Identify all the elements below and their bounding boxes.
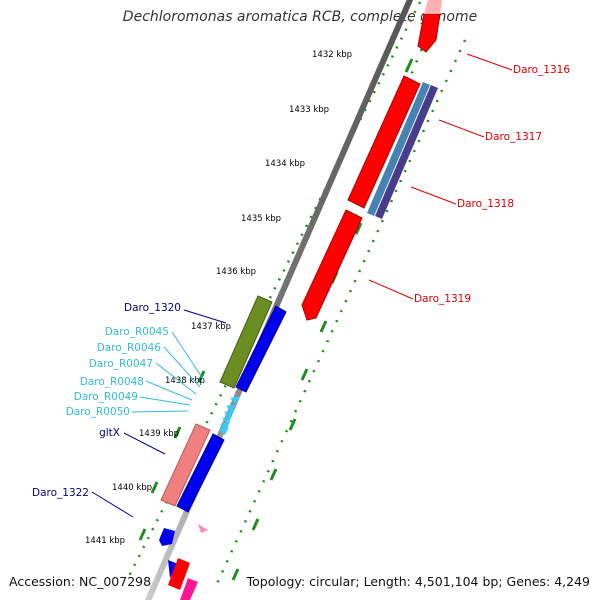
ruler-tick-label: 1441 kbp: [85, 536, 125, 546]
gene-label-daro-1316: Daro_1316: [513, 64, 570, 76]
genome-summary-text: Topology: circular; Length: 4,501,104 bp…: [246, 574, 590, 589]
ruler-labels: 1432 kbp 1433 kbp 1434 kbp 1435 kbp 1436…: [85, 50, 352, 546]
gene-arrow-daro-1319[interactable]: [301, 209, 363, 321]
trna-cluster[interactable]: [219, 396, 240, 435]
gene-blue-daro-1322-b[interactable]: [168, 560, 178, 578]
gene-blue-1320[interactable]: [235, 305, 287, 393]
gene-label-daro-r0049: Daro_R0049: [74, 391, 138, 403]
gene-pink-gltx[interactable]: [160, 423, 211, 507]
gene-magenta-bottom[interactable]: [180, 578, 198, 600]
gene-label-daro-1322: Daro_1322: [32, 487, 89, 499]
gene-arrow-daro-1316-top[interactable]: [424, 0, 442, 14]
map-title: Dechloromonas aromatica RCB, complete ge…: [122, 9, 478, 25]
ruler-tick-label: 1438 kbp: [165, 376, 205, 386]
ruler-tick-label: 1437 kbp: [191, 322, 231, 332]
left-gene-labels: Daro_1320 Daro_R0045 Daro_R0046 Daro_R00…: [32, 302, 181, 499]
right-callout-lines: [368, 53, 513, 300]
gene-arrow-daro-1317[interactable]: [347, 75, 421, 209]
gene-label-daro-1317: Daro_1317: [485, 131, 542, 143]
gene-slateblue-1318[interactable]: [375, 85, 438, 219]
ruler-tick-label: 1440 kbp: [112, 483, 152, 493]
ruler-tick-label: 1433 kbp: [289, 105, 329, 115]
left-callout-lines: [91, 309, 227, 518]
gene-blue-daro-1322[interactable]: [159, 528, 175, 546]
gene-steelblue-1317[interactable]: [367, 82, 430, 216]
gene-label-daro-1320: Daro_1320: [124, 302, 181, 314]
gene-arrow-daro-1316[interactable]: [417, 13, 441, 53]
gene-label-daro-1319: Daro_1319: [414, 293, 471, 305]
gene-pink-rrna[interactable]: [198, 524, 208, 533]
ruler-tick-label: 1435 kbp: [241, 214, 281, 224]
gene-label-daro-r0047: Daro_R0047: [89, 358, 153, 370]
gene-blue-gltx[interactable]: [176, 433, 225, 513]
ruler-tick-label: 1436 kbp: [216, 267, 256, 277]
gene-label-daro-r0050: Daro_R0050: [66, 406, 130, 418]
ruler-tick-label: 1432 kbp: [312, 50, 352, 60]
gene-label-daro-r0048: Daro_R0048: [80, 376, 144, 388]
gene-label-daro-r0045: Daro_R0045: [105, 326, 169, 338]
right-gene-labels: Daro_1316 Daro_1317 Daro_1318 Daro_1319: [414, 64, 570, 305]
gene-label-daro-1318: Daro_1318: [457, 198, 514, 210]
gene-label-daro-r0046: Daro_R0046: [97, 342, 162, 354]
ruler-tick-label: 1439 kbp: [139, 429, 179, 439]
gene-label-gltx: gltX: [99, 427, 120, 439]
accession-text: Accession: NC_007298: [9, 574, 152, 589]
gene-olive-daro-1320[interactable]: [219, 295, 273, 389]
ruler-tick-label: 1434 kbp: [265, 159, 305, 169]
inner-right-track: [213, 39, 467, 589]
gene-red-bottom[interactable]: [168, 558, 190, 590]
